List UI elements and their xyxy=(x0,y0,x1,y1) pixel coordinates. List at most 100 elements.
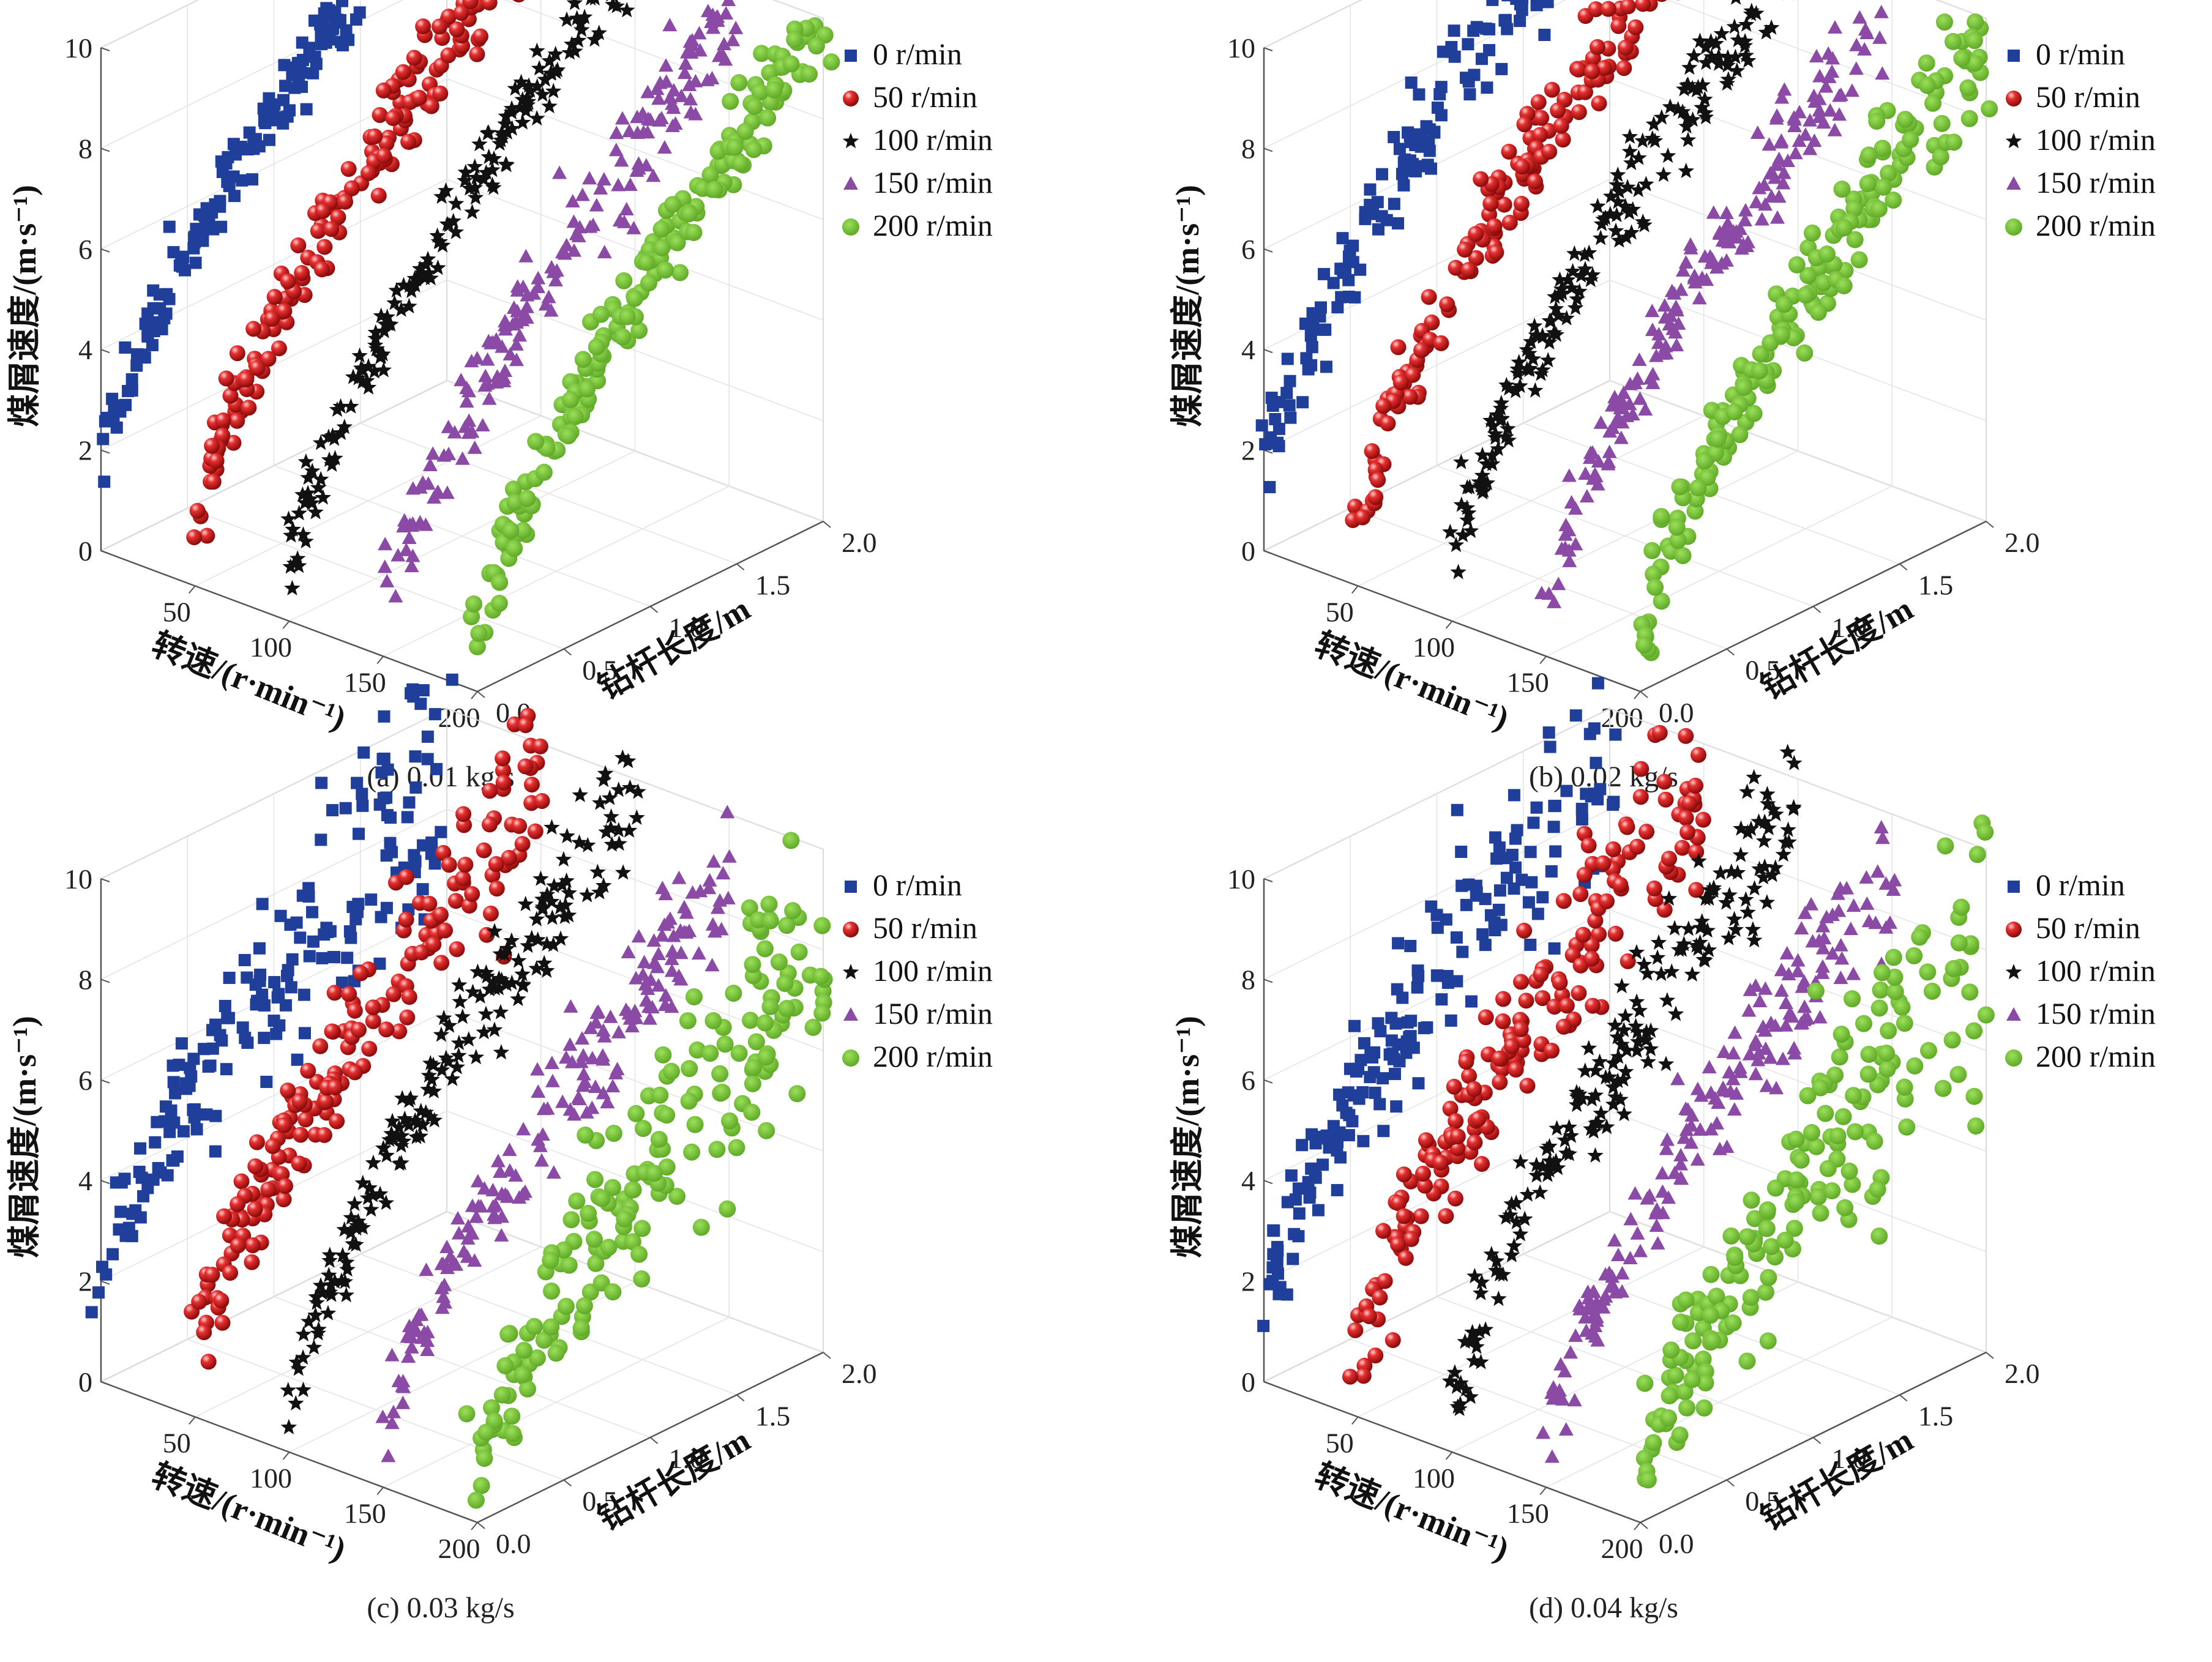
data-point xyxy=(1513,195,1530,212)
data-point xyxy=(1422,136,1435,149)
data-point xyxy=(415,18,432,35)
data-point xyxy=(1493,884,1506,897)
data-point xyxy=(360,379,377,395)
data-point xyxy=(378,1147,395,1163)
data-point xyxy=(1638,402,1653,416)
y-axis-title: 钻杆长度/m xyxy=(1754,590,1919,706)
data-point xyxy=(1518,993,1534,1009)
data-point xyxy=(332,398,349,414)
series-0-rpm xyxy=(1255,0,1554,494)
data-point xyxy=(416,1330,432,1344)
y-tick-label: 1.0 xyxy=(669,1443,704,1474)
data-point xyxy=(1583,950,1600,967)
data-point xyxy=(597,1029,612,1043)
data-point xyxy=(1759,1332,1777,1350)
data-point xyxy=(706,20,721,34)
data-point xyxy=(1536,891,1549,904)
data-point xyxy=(1598,893,1615,909)
legend-marker-0 xyxy=(845,50,857,62)
data-point xyxy=(677,65,692,80)
data-point xyxy=(715,47,730,61)
data-point xyxy=(576,1067,591,1081)
data-point xyxy=(1848,61,1864,75)
data-point xyxy=(447,425,462,439)
data-point xyxy=(516,1122,531,1136)
data-point xyxy=(248,1134,265,1150)
data-point xyxy=(1587,1299,1602,1313)
data-point xyxy=(621,945,636,959)
data-point xyxy=(504,120,520,136)
data-point xyxy=(1372,1017,1384,1030)
data-point xyxy=(664,999,679,1013)
data-point xyxy=(476,1024,492,1040)
data-point xyxy=(527,823,544,840)
data-point xyxy=(1364,183,1377,196)
data-point xyxy=(765,81,783,99)
data-point xyxy=(1752,345,1769,363)
data-point xyxy=(1342,1129,1355,1142)
data-point xyxy=(163,220,176,233)
data-point xyxy=(1474,1156,1490,1172)
data-point xyxy=(1692,934,1708,950)
data-point xyxy=(1905,947,1923,964)
data-point xyxy=(473,1477,490,1494)
data-point xyxy=(1840,1162,1858,1180)
data-point xyxy=(701,1045,719,1062)
data-point xyxy=(1467,1134,1483,1150)
data-point xyxy=(488,881,505,897)
data-point xyxy=(582,171,597,185)
data-point xyxy=(1769,1081,1784,1095)
data-point xyxy=(1571,61,1587,78)
data-point xyxy=(1835,219,1853,237)
data-point xyxy=(536,955,553,971)
data-point xyxy=(1758,894,1776,910)
data-point xyxy=(1935,13,1953,31)
y-tick-label: 0.0 xyxy=(1659,1528,1694,1559)
data-point xyxy=(430,762,443,775)
axis-lines xyxy=(100,879,824,1524)
data-point xyxy=(324,427,341,443)
data-point xyxy=(657,917,672,931)
data-point xyxy=(1547,300,1564,316)
data-point xyxy=(1473,1273,1490,1290)
data-point xyxy=(1645,375,1661,389)
data-point xyxy=(1593,415,1609,429)
data-point xyxy=(1525,876,1538,889)
data-point xyxy=(504,1425,521,1442)
data-point xyxy=(477,1181,492,1195)
data-point xyxy=(1678,1399,1695,1417)
data-point xyxy=(1846,898,1861,912)
data-point xyxy=(784,902,802,920)
data-point xyxy=(1503,1038,1520,1054)
data-point xyxy=(545,83,562,99)
data-point xyxy=(457,172,473,188)
data-point xyxy=(666,928,681,942)
data-point xyxy=(514,114,531,130)
data-point xyxy=(108,399,121,412)
data-point xyxy=(1692,919,1709,935)
data-point xyxy=(313,261,330,278)
data-point xyxy=(1949,1065,1967,1083)
data-point xyxy=(1563,1127,1580,1143)
data-point xyxy=(417,1104,435,1120)
data-point xyxy=(1750,125,1765,139)
series-100-rpm xyxy=(280,0,635,595)
data-point xyxy=(420,1343,435,1357)
data-point xyxy=(1516,1210,1533,1226)
data-point xyxy=(1377,1125,1390,1138)
data-point xyxy=(591,24,608,40)
data-point xyxy=(349,913,362,926)
series-200-rpm xyxy=(458,832,833,1509)
data-point xyxy=(1401,1016,1414,1029)
data-point xyxy=(1593,1105,1610,1121)
data-point xyxy=(1749,195,1764,209)
data-point xyxy=(323,33,335,46)
data-point xyxy=(1843,922,1858,936)
data-point xyxy=(290,916,303,929)
data-point xyxy=(1866,1133,1883,1150)
data-point xyxy=(1737,212,1752,226)
data-point xyxy=(1677,1291,1695,1309)
data-point xyxy=(1616,60,1632,76)
data-point xyxy=(1478,1009,1494,1026)
